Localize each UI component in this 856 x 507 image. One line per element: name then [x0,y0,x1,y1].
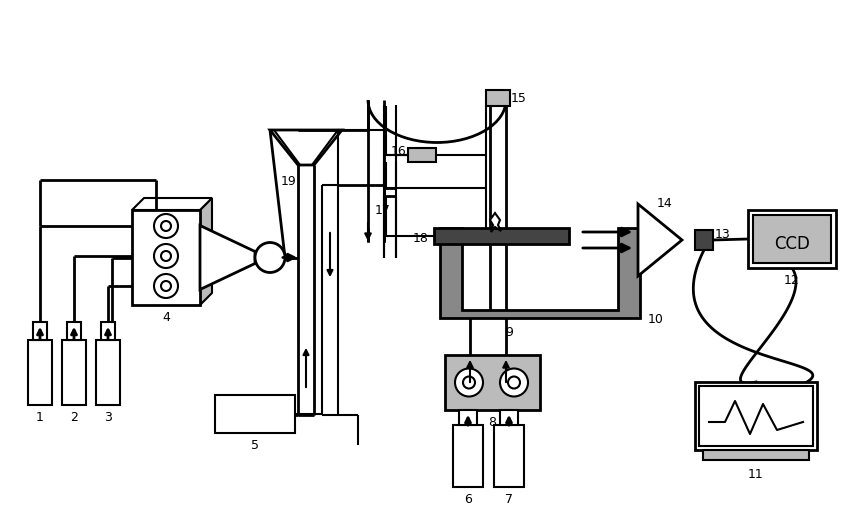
Bar [33,322,47,340]
Bar [96,340,120,405]
Circle shape [161,251,171,261]
Bar [62,340,86,405]
Circle shape [455,369,483,396]
Bar [101,322,115,340]
Bar [408,148,436,162]
Circle shape [255,242,285,272]
Circle shape [463,377,475,388]
Polygon shape [200,198,212,305]
Circle shape [154,244,178,268]
Bar [434,228,569,244]
Circle shape [161,221,171,231]
Polygon shape [638,204,682,276]
Circle shape [161,281,171,291]
Text: 10: 10 [648,313,664,326]
Text: 4: 4 [162,311,170,324]
Bar [699,386,813,446]
Text: 2: 2 [70,411,78,424]
Bar [753,215,831,263]
Text: 14: 14 [657,197,673,210]
Text: 15: 15 [511,92,527,105]
Bar [453,425,483,487]
Bar [695,230,713,250]
Bar [703,450,809,460]
Text: 1: 1 [36,411,44,424]
Bar [500,410,518,425]
Polygon shape [490,213,501,232]
Polygon shape [270,130,342,165]
Bar [215,395,295,433]
Text: 18: 18 [413,232,429,244]
Bar [494,425,524,487]
Text: 17: 17 [375,204,391,217]
Bar [67,322,81,340]
Text: 12: 12 [784,274,800,287]
Text: 13: 13 [715,228,731,241]
Polygon shape [200,226,255,289]
Text: 6: 6 [464,493,472,506]
Polygon shape [440,228,640,318]
Circle shape [154,214,178,238]
Bar [486,90,510,106]
Text: 5: 5 [251,439,259,452]
Bar [445,355,540,410]
Text: CCD: CCD [774,235,810,253]
Bar [695,382,817,450]
Bar [459,410,477,425]
Circle shape [508,377,520,388]
Bar [748,210,836,268]
Text: 11: 11 [748,468,764,481]
Bar [132,210,200,305]
Text: 9: 9 [505,326,513,339]
Polygon shape [132,198,212,210]
Text: 8: 8 [489,416,496,429]
Text: 3: 3 [104,411,112,424]
Circle shape [500,369,528,396]
Text: 19: 19 [280,175,296,188]
Text: 16: 16 [390,145,406,158]
Bar [28,340,52,405]
Text: 7: 7 [505,493,513,506]
Circle shape [154,274,178,298]
